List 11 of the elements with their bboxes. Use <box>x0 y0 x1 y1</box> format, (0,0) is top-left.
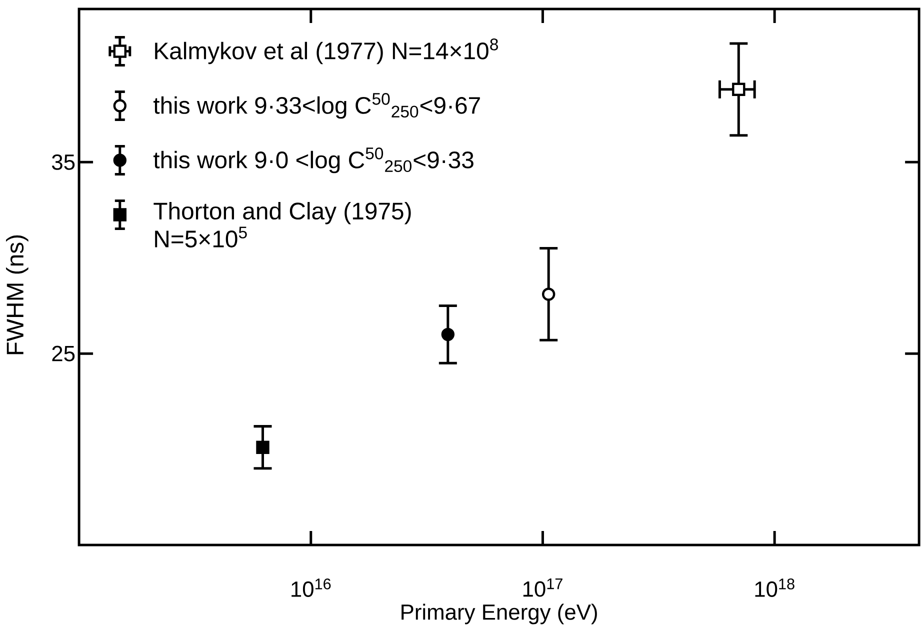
x-tick-label: 10$^{18}$ <box>755 578 794 597</box>
legend-label: Kalmykov et al (1977) N=14×10$^{8}$ <box>155 38 498 64</box>
y-axis-title: FWHM (ns) <box>6 235 28 354</box>
x-tick-label: 10$^{17}$ <box>523 578 562 597</box>
y-tick-label: 35 <box>52 154 75 170</box>
x-tick-label: 10$^{16}$ <box>292 578 331 597</box>
legend-label: Thorton and Clay (1975) N=5×10$^{5}$ <box>154 202 411 248</box>
legend-label: this work 9·0 <log C$^{50}$$_{250}$<9·33 <box>154 148 474 174</box>
y-tick-label: 25 <box>52 346 75 362</box>
legend-label: this work 9·33<log C$^{50}$$_{250}$<9·67 <box>154 93 480 119</box>
x-axis-title: Primary Energy (eV) <box>402 604 597 624</box>
